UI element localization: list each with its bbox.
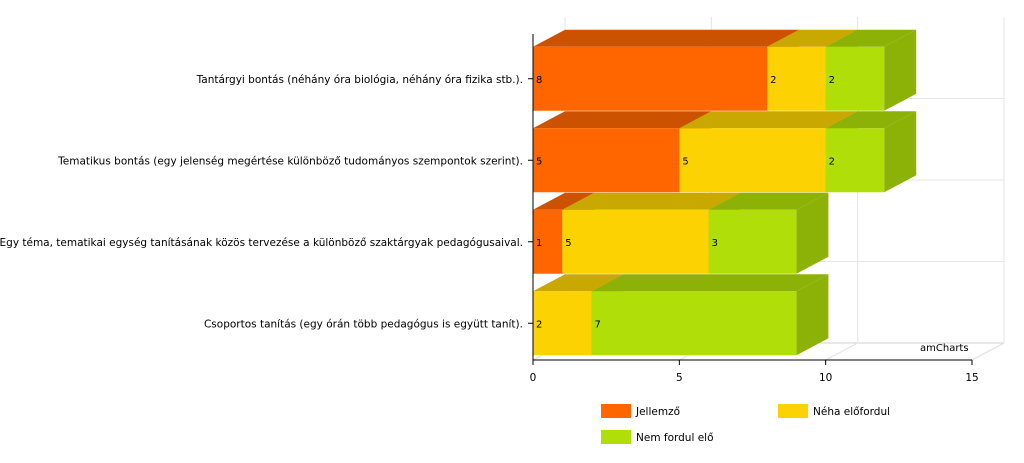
bar-top-0-1 <box>767 29 858 47</box>
bar-top-2-1 <box>562 192 741 210</box>
bar-face-1-0 <box>533 128 680 193</box>
legend-swatch-1 <box>778 404 808 418</box>
category-label-2: Egy téma, tematikai egység tanításának k… <box>0 237 523 249</box>
bar-2-1 <box>562 192 741 274</box>
legend-label-2: Nem fordul elő <box>636 432 714 444</box>
x-tick-label-0: 0 <box>530 372 537 384</box>
category-label-1: Tematikus bontás (egy jelenség megértése… <box>57 155 523 167</box>
bar-face-2-0 <box>533 209 563 274</box>
bar-0-2 <box>825 29 917 111</box>
legend: Jellemző Néha előfordul Nem fordul elő <box>601 404 890 444</box>
bar-1-2 <box>825 111 917 193</box>
data-label-2-1: 5 <box>565 238 571 249</box>
bar-face-1-2 <box>825 128 885 193</box>
category-labels: Tantárgyi bontás (néhány óra biológia, n… <box>0 74 533 330</box>
bar-top-2-2 <box>708 192 829 210</box>
data-label-1-0: 5 <box>536 156 542 167</box>
bar-3-2 <box>591 274 829 356</box>
data-label-2-2: 3 <box>712 238 718 249</box>
bar-top-3-1 <box>533 274 624 292</box>
bar-side-2-2 <box>796 192 829 274</box>
x-tick-label-1: 5 <box>676 372 683 384</box>
bar-face-3-1 <box>533 291 592 356</box>
bar-top-2-0 <box>533 192 595 210</box>
bar-face-3-2 <box>591 291 797 356</box>
bar-face-0-2 <box>825 46 885 111</box>
bar-face-1-1 <box>679 128 826 193</box>
bars: 822552153027 <box>533 29 917 356</box>
data-label-3-2: 7 <box>595 319 601 330</box>
bar-side-0-2 <box>884 29 917 111</box>
bar-top-0-0 <box>533 29 800 47</box>
bar-2-2 <box>708 192 829 274</box>
data-label-0-2: 2 <box>829 75 835 86</box>
bar-face-2-2 <box>708 209 797 274</box>
grid-floor-2 <box>825 342 858 361</box>
legend-label-0: Jellemző <box>635 406 680 418</box>
bar-top-1-0 <box>533 111 712 129</box>
legend-swatch-0 <box>601 404 631 418</box>
legend-label-1: Néha előfordul <box>813 406 890 418</box>
amcharts-credit[interactable]: amCharts <box>920 343 969 354</box>
data-label-2-0: 1 <box>536 238 542 249</box>
category-label-0: Tantárgyi bontás (néhány óra biológia, n… <box>196 74 523 86</box>
bar-0-0 <box>533 29 800 111</box>
grid-floor-3 <box>971 342 1005 361</box>
bar-face-2-1 <box>562 209 709 274</box>
bar-side-3-2 <box>796 274 829 356</box>
bar-face-0-1 <box>767 46 826 111</box>
bar-top-1-2 <box>825 111 917 129</box>
data-label-1-2: 2 <box>829 156 835 167</box>
data-label-0-1: 2 <box>770 75 776 86</box>
bar-side-1-2 <box>884 111 917 193</box>
legend-swatch-2 <box>601 430 631 444</box>
bar-face-0-0 <box>533 46 768 111</box>
x-tick-label-3: 15 <box>965 372 978 384</box>
data-label-1-1: 5 <box>682 156 688 167</box>
data-label-0-0: 8 <box>536 75 542 86</box>
x-tick-label-2: 10 <box>819 372 832 384</box>
front-axis: 0 5 10 15 <box>530 34 979 384</box>
bar-top-3-2 <box>591 274 829 292</box>
bar-top-1-1 <box>679 111 858 129</box>
data-label-3-1: 2 <box>536 319 542 330</box>
bar-top-0-2 <box>825 29 917 47</box>
category-label-3: Csoportos tanítás (egy órán több pedagóg… <box>204 318 523 330</box>
